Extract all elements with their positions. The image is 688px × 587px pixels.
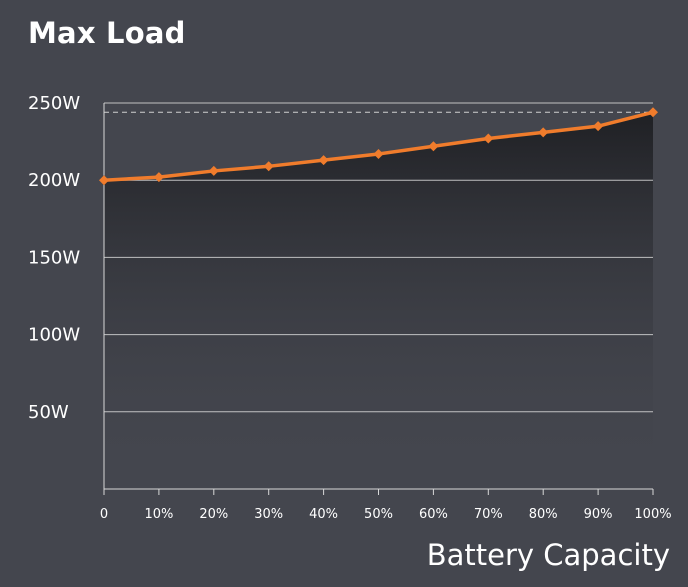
x-axis-title: Battery Capacity (426, 538, 670, 572)
y-tick-label: 100W (28, 325, 80, 346)
data-point (208, 165, 219, 176)
chart-title: Max Load (28, 16, 186, 50)
x-tick-label: 30% (254, 507, 283, 522)
data-point (483, 133, 494, 144)
x-tick-label: 40% (309, 507, 338, 522)
y-tick-label: 200W (28, 170, 80, 191)
data-point (428, 141, 439, 152)
x-tick-label: 60% (419, 507, 448, 522)
y-tick-label: 50W (28, 402, 69, 423)
x-tick-label: 0 (100, 507, 108, 522)
data-point (538, 127, 549, 138)
data-point (648, 107, 658, 118)
y-tick-label: 250W (28, 93, 80, 114)
x-tick-label: 100% (634, 507, 671, 522)
data-point (99, 175, 109, 186)
data-point (263, 161, 274, 172)
x-tick-label: 80% (529, 507, 558, 522)
area-fill (104, 112, 653, 489)
x-tick-label: 70% (474, 507, 503, 522)
data-point (593, 121, 604, 132)
y-tick-label: 150W (28, 247, 80, 268)
data-point (373, 148, 384, 159)
data-point (153, 172, 164, 183)
x-tick-label: 10% (144, 507, 173, 522)
data-point (318, 155, 329, 166)
x-tick-label: 50% (364, 507, 393, 522)
x-tick-label: 90% (584, 507, 613, 522)
x-tick-label: 20% (199, 507, 228, 522)
